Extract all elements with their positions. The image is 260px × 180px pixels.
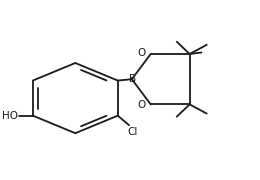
Text: B: B [129, 74, 136, 84]
Text: O: O [138, 100, 146, 110]
Text: O: O [138, 48, 146, 58]
Text: HO: HO [2, 111, 18, 121]
Text: Cl: Cl [128, 127, 138, 137]
